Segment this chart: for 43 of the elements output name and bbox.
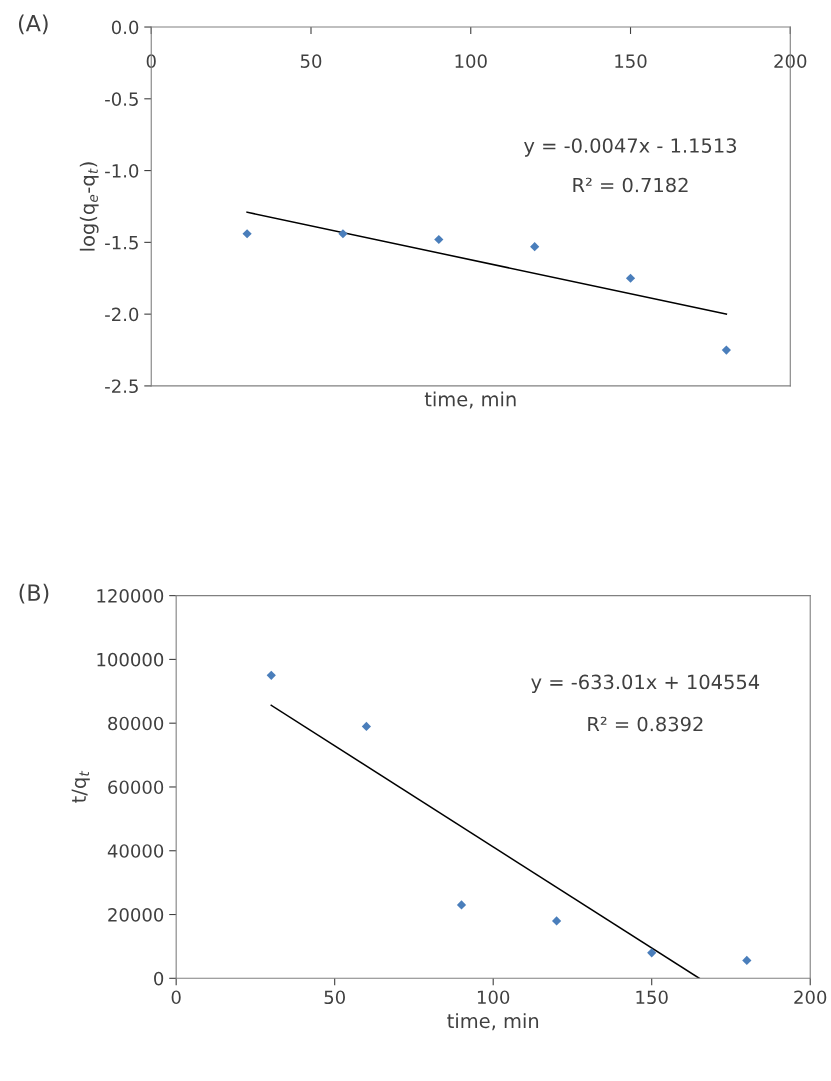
y-tick-label: -1.5 [105,236,138,250]
y-axis-title: t/q$_{t}$ [71,770,90,803]
y-tick-label: 100000 [97,652,164,667]
x-tick-label: 100 [477,990,510,1005]
annotation: y = -0.0047x - 1.1513 [524,138,737,157]
point [742,955,752,966]
y-tick-label: -2.5 [105,379,138,394]
point [625,273,636,283]
y-axis-title: log(q$_{e}$-q$_{t}$) [79,162,99,251]
point [721,345,731,355]
chart-title: (A) [18,14,48,35]
y-tick-label: 0.0 [111,20,139,35]
y-tick-label: 0 [154,971,164,986]
y-tick-label: -2.0 [105,307,139,322]
point [338,229,348,239]
point [552,916,562,926]
y-tick-label: 80000 [108,716,164,731]
y-tick-label: -0.5 [105,92,138,106]
point [647,948,657,958]
annotation: R² = 0.7182 [573,177,688,193]
x-tick-label: 50 [324,990,345,1005]
x-axis-title: time, min [424,391,516,409]
point [434,234,444,245]
x-tick-label: 150 [615,54,647,68]
y-tick-label: -1.0 [105,164,139,178]
x-tick-label: 200 [794,990,827,1005]
x-axis-title: time, min [447,1013,539,1031]
chart-title: (B) [19,583,49,604]
y-tick-label: 60000 [108,780,164,795]
point [266,670,276,680]
x-tick-label: 50 [300,54,322,68]
x-tick-label: 100 [455,54,487,68]
x-tick-label: 0 [171,990,181,1005]
point [361,721,371,731]
y-tick-label: 40000 [107,844,164,858]
annotation: y = -633.01x + 104554 [531,674,760,694]
annotation: R² = 0.8392 [588,716,703,732]
y-tick-label: 120000 [97,589,164,603]
point [242,229,252,239]
point [456,900,467,910]
y-tick-label: 20000 [108,907,164,922]
x-tick-label: 150 [636,990,668,1005]
point [530,242,540,252]
